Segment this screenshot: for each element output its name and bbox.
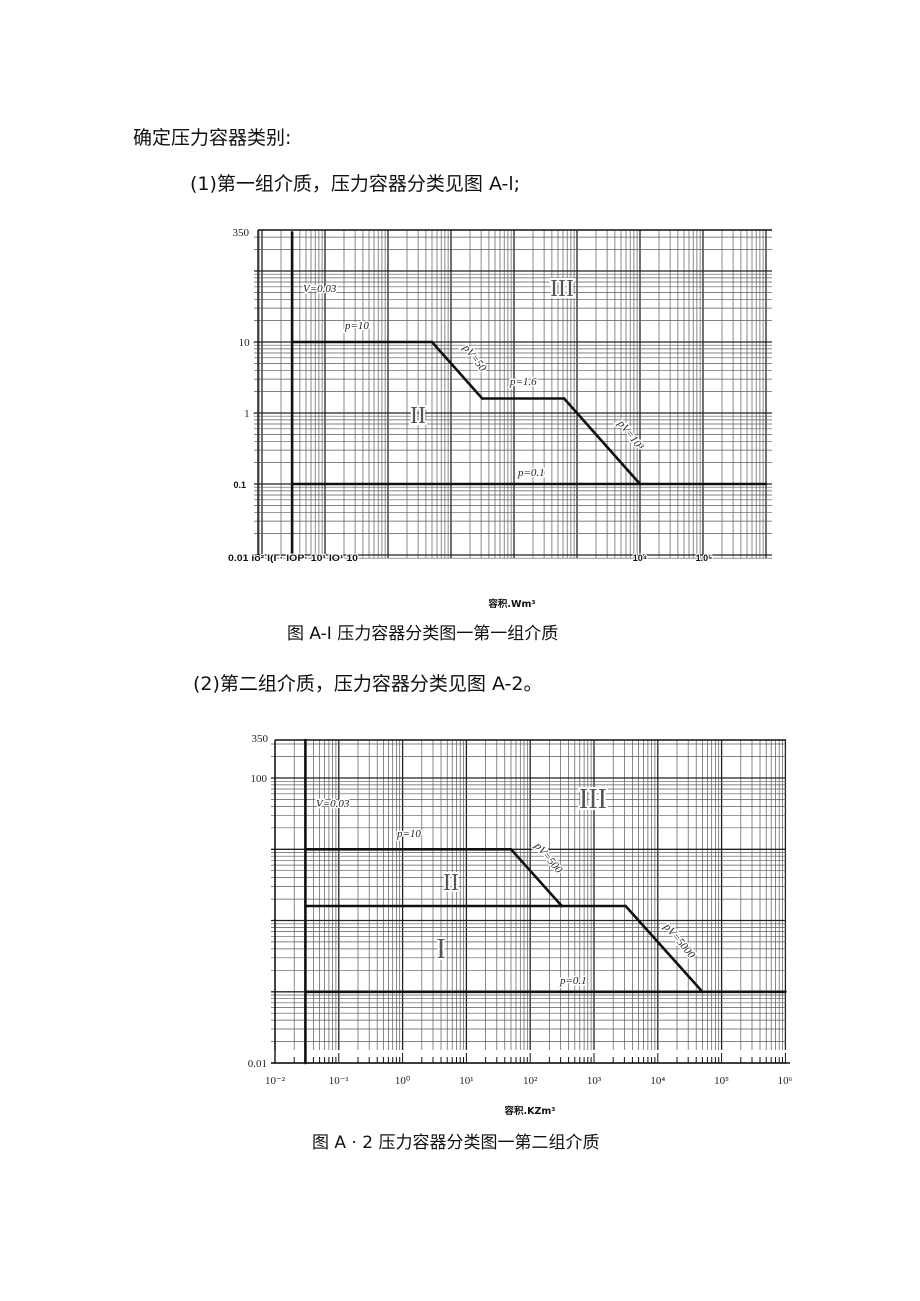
x-tick-label: 10¹: [459, 1075, 473, 1087]
figure-a2-caption: 图 A · 2 压力容器分类图一第二组介质: [312, 1133, 600, 1153]
x-tick-labels: 10⁻² 10⁻¹ 10⁰ 10¹ 10² 10³ 10⁴ 10⁵ 10⁶: [265, 1075, 793, 1087]
series-label: p=10: [344, 320, 369, 332]
series-label: p=0.1: [559, 975, 587, 987]
item-1-text: (1)第一组介质，压力容器分类见图 A-l;: [190, 173, 521, 195]
x-tick-label: 10⁴: [633, 553, 647, 563]
y-tick-label: 0.01: [248, 1058, 267, 1070]
series-label: V=0.03: [316, 798, 350, 810]
boundary-line-pv-500: [509, 847, 564, 908]
x-tick-label: 10⁰: [395, 1075, 411, 1087]
y-tick-label: 0.1: [233, 480, 246, 490]
chart-axes: [257, 229, 772, 558]
series-label: pV=5000: [661, 920, 698, 961]
y-tick-label: 350: [252, 733, 269, 745]
series-label: p=10: [396, 828, 421, 840]
boundary-line-pv-10-3: [562, 397, 642, 486]
y-tick-label: 350: [233, 227, 250, 239]
item-2-text: (2)第二组介质，压力容器分类见图 A-2。: [193, 673, 543, 695]
region-label: I: [436, 934, 445, 965]
x-tick-label: 10⁶: [778, 1075, 793, 1087]
x-axis-title: 容积.KZm³: [504, 1105, 556, 1117]
x-tick-label: 1.0⁵: [696, 553, 713, 563]
region-label: II: [410, 403, 426, 429]
region-label: II: [443, 870, 459, 896]
series-labels: V=0.03 p=10 pV=50 p=1.6 pV=10³ p=0.1: [302, 282, 648, 481]
region-label: III: [550, 276, 574, 302]
y-tick-labels: 350 100 0.01: [248, 733, 269, 1070]
y-tick-label: 10 ·: [239, 337, 256, 349]
x-tick-label: 10⁻¹: [329, 1075, 349, 1087]
intro-heading: 确定压力容器类别:: [133, 127, 292, 149]
x-tick-label: 0.01 io² I(Γ· IOP· 10¹ IO¹ 10: [228, 553, 358, 563]
x-tick-label: 10⁴: [650, 1075, 665, 1087]
y-tick-labels: 350 10 · 1 · 0.1: [232, 227, 256, 491]
y-tick-label: 1 ·: [244, 408, 256, 420]
region-label: III: [579, 784, 607, 815]
series-label: p=1.6: [509, 376, 537, 388]
series-labels: V=0.03 p=10 pV=500 pV=5000 p=0.1: [315, 797, 700, 989]
boundary-line-pv-50: [430, 340, 484, 400]
region-labels: III II I: [434, 782, 609, 967]
figure-a1-caption: 图 A-I 压力容器分类图一第一组介质: [287, 624, 559, 644]
x-tick-label: 10⁻²: [265, 1075, 286, 1087]
series-label: V=0.03: [303, 283, 337, 295]
y-tick-label: 100: [251, 773, 268, 785]
x-tick-label: 10⁵: [714, 1075, 729, 1087]
boundary-lines: [304, 738, 787, 1065]
boundary-line-pv-5000: [624, 904, 704, 994]
chart-grid: [254, 230, 772, 559]
series-label: p=0.1: [517, 467, 545, 479]
figure-a2-chart: V=0.03 p=10 pV=500 pV=5000 p=0.1 III II …: [248, 733, 793, 1117]
chart-grid: [271, 740, 787, 1064]
boundary-lines: [290, 231, 768, 557]
chart-axes: [271, 739, 790, 1064]
x-tick-label: 10²: [523, 1075, 538, 1087]
x-tick-labels: 0.01 io² I(Γ· IOP· 10¹ IO¹ 10 10⁴ 1.0⁵: [227, 552, 713, 564]
region-labels: III II: [408, 274, 576, 431]
x-tick-label: 10³: [587, 1075, 602, 1087]
figure-a1-chart: V=0.03 p=10 pV=50 p=1.6 pV=10³ p=0.1 III…: [227, 227, 772, 610]
x-axis-title: 容积.Wm³: [487, 598, 535, 610]
